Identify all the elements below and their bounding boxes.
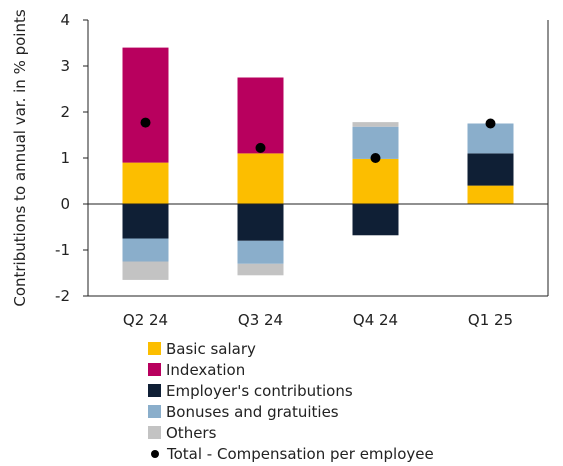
bar-segment-indexation (122, 47, 169, 163)
bar-segment-employer-s-contributions (122, 204, 169, 239)
legend-item-bonuses: Bonuses and gratuities (148, 401, 434, 422)
y-tick-label: 0 (60, 195, 70, 213)
legend-label-total: Total - Compensation per employee (167, 444, 434, 463)
legend-label-employers-contributions: Employer's contributions (166, 381, 353, 400)
bar-segment-employer-s-contributions (237, 204, 284, 241)
y-tick-label: 2 (60, 103, 70, 121)
plot-area: 4 3 2 1 0 -1 -2 Q2 24 Q3 24 Q4 24 Q1 25 (55, 11, 549, 329)
y-tick-label: 4 (60, 11, 70, 29)
legend: Basic salary Indexation Employer's contr… (148, 338, 434, 464)
bar-segment-others (122, 261, 169, 280)
legend-label-bonuses: Bonuses and gratuities (166, 402, 339, 421)
legend-swatch-bonuses (148, 405, 161, 418)
bar-segment-basic-salary (467, 185, 514, 204)
legend-item-indexation: Indexation (148, 359, 434, 380)
total-point (255, 142, 266, 153)
y-tick-label: 1 (60, 149, 70, 167)
bar-segment-others (237, 263, 284, 276)
stacked-bar-chart: Contributions to annual var. in % points… (11, 9, 549, 329)
legend-marker-total (151, 449, 159, 458)
bar-segment-bonuses-and-gratuities (122, 238, 169, 262)
x-tick-label: Q3 24 (238, 311, 283, 329)
bar-segment-indexation (237, 77, 284, 154)
y-tick-label: -2 (55, 287, 70, 305)
bar-segment-basic-salary (237, 153, 284, 204)
bar-segment-basic-salary (122, 162, 169, 204)
legend-swatch-employers-contributions (148, 384, 161, 397)
legend-item-employers-contributions: Employer's contributions (148, 380, 434, 401)
bar-segment-bonuses-and-gratuities (237, 240, 284, 264)
bar-segment-employer-s-contributions (467, 153, 514, 186)
legend-label-indexation: Indexation (166, 360, 246, 379)
bar-segment-employer-s-contributions (352, 204, 399, 236)
legend-label-basic-salary: Basic salary (166, 339, 256, 358)
bar-segment-others (352, 122, 399, 127)
total-point (140, 117, 151, 128)
y-tick-label: 3 (60, 57, 70, 75)
bar-segment-basic-salary (352, 158, 399, 204)
total-point (485, 118, 496, 129)
legend-swatch-others (148, 426, 161, 439)
legend-item-others: Others (148, 422, 434, 443)
x-tick-label: Q2 24 (123, 311, 168, 329)
x-tick-label: Q1 25 (468, 311, 513, 329)
total-point (370, 153, 381, 163)
legend-item-total: Total - Compensation per employee (148, 443, 434, 464)
legend-label-others: Others (166, 423, 217, 442)
y-tick-label: -1 (55, 241, 70, 259)
legend-swatch-basic-salary (148, 342, 161, 355)
legend-swatch-indexation (148, 363, 161, 376)
y-axis-label: Contributions to annual var. in % points (11, 9, 29, 306)
legend-item-basic-salary: Basic salary (148, 338, 434, 359)
x-tick-label: Q4 24 (353, 311, 398, 329)
